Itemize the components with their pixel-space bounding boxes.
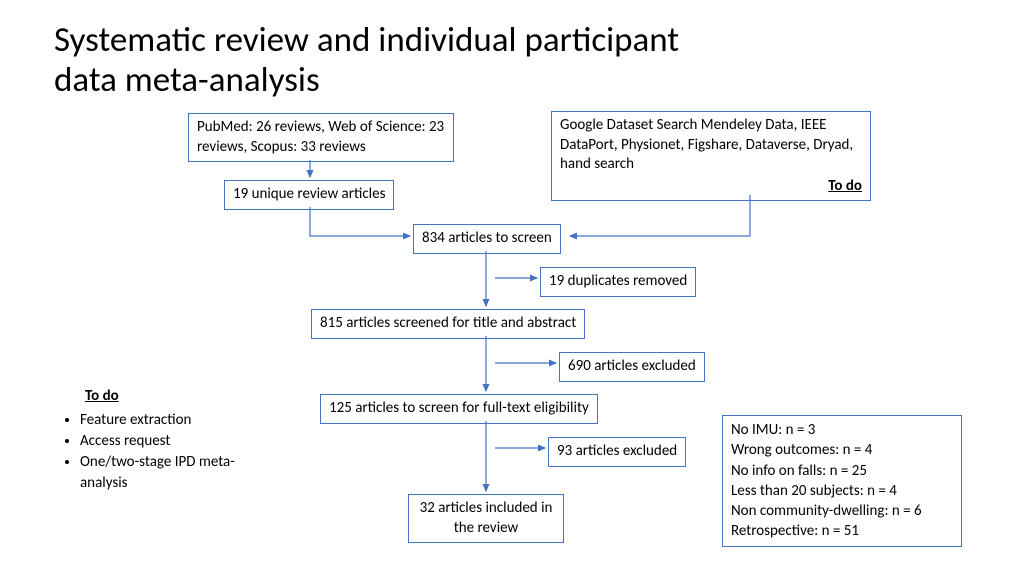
bullet-3: One/two-stage IPD meta-analysis xyxy=(80,452,262,494)
sources-left-text: PubMed: 26 reviews, Web of Science: 23 r… xyxy=(197,118,444,156)
todo-bullets: Feature extraction Access request One/tw… xyxy=(62,410,262,494)
fulltext-text: 125 articles to screen for full-text eli… xyxy=(329,399,589,417)
title-line2: data meta-analysis xyxy=(54,59,320,101)
node-unique-reviews: 19 unique review articles xyxy=(224,180,394,210)
included-text: 32 articles included in the review xyxy=(420,499,553,537)
unique-reviews-text: 19 unique review articles xyxy=(233,185,385,203)
excluded-690-text: 690 articles excluded xyxy=(568,357,696,375)
todo-label-left: To do xyxy=(85,387,119,405)
node-fulltext: 125 articles to screen for full-text eli… xyxy=(320,394,598,424)
page-title: Systematic review and individual partici… xyxy=(54,20,679,101)
node-excluded-690: 690 articles excluded xyxy=(559,352,705,382)
excl-l3: No info on falls: n = 25 xyxy=(731,461,953,481)
excl-l4: Less than 20 subjects: n = 4 xyxy=(731,481,953,501)
excl-l1: No IMU: n = 3 xyxy=(731,420,953,440)
title-line1: Systematic review and individual partici… xyxy=(54,19,679,61)
node-included: 32 articles included in the review xyxy=(408,494,564,543)
excl-l5: Non community-dwelling: n = 6 xyxy=(731,501,953,521)
node-sources-right: Google Dataset Search Mendeley Data, IEE… xyxy=(551,111,871,201)
to-screen-text: 834 articles to screen xyxy=(422,229,552,247)
excl-l6: Retrospective: n = 51 xyxy=(731,521,953,541)
bullet-1: Feature extraction xyxy=(80,410,262,431)
excl-l2: Wrong outcomes: n = 4 xyxy=(731,440,953,460)
todo-label-right: To do xyxy=(828,177,862,195)
bullet-2: Access request xyxy=(80,431,262,452)
node-excluded-93: 93 articles excluded xyxy=(548,437,686,467)
dup-removed-text: 19 duplicates removed xyxy=(549,272,687,290)
node-exclusion-reasons: No IMU: n = 3 Wrong outcomes: n = 4 No i… xyxy=(722,415,962,547)
node-screened-ta: 815 articles screened for title and abst… xyxy=(311,309,585,339)
sources-right-text: Google Dataset Search Mendeley Data, IEE… xyxy=(560,116,853,173)
excluded-93-text: 93 articles excluded xyxy=(557,442,677,460)
screened-ta-text: 815 articles screened for title and abst… xyxy=(320,314,576,332)
node-sources-left: PubMed: 26 reviews, Web of Science: 23 r… xyxy=(188,113,454,162)
node-to-screen: 834 articles to screen xyxy=(413,224,561,254)
node-dup-removed: 19 duplicates removed xyxy=(540,267,696,297)
